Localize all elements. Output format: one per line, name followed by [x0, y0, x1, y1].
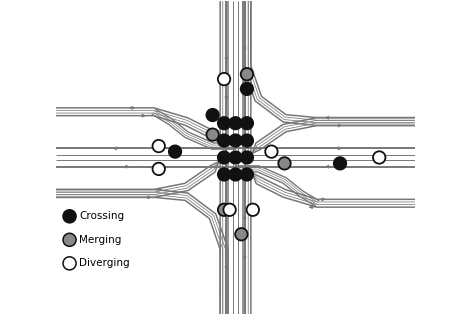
Text: Crossing: Crossing — [79, 211, 124, 221]
Text: Merging: Merging — [79, 235, 122, 245]
Circle shape — [235, 228, 248, 240]
Circle shape — [169, 146, 181, 158]
Circle shape — [229, 117, 242, 129]
Circle shape — [63, 210, 76, 223]
Circle shape — [334, 157, 346, 169]
Circle shape — [373, 151, 385, 164]
Circle shape — [218, 73, 230, 85]
Text: Diverging: Diverging — [79, 258, 130, 268]
Circle shape — [218, 203, 230, 216]
Circle shape — [153, 140, 165, 152]
Circle shape — [218, 117, 230, 129]
Circle shape — [218, 134, 230, 147]
Circle shape — [218, 168, 230, 181]
Circle shape — [241, 151, 253, 164]
Circle shape — [229, 168, 242, 181]
Circle shape — [153, 163, 165, 175]
Circle shape — [278, 157, 291, 169]
Circle shape — [241, 68, 253, 80]
Circle shape — [241, 83, 253, 95]
Circle shape — [241, 117, 253, 129]
Circle shape — [241, 168, 253, 181]
Circle shape — [206, 109, 219, 121]
Circle shape — [229, 151, 242, 164]
Circle shape — [63, 257, 76, 270]
Circle shape — [63, 233, 76, 246]
Circle shape — [241, 134, 253, 147]
Circle shape — [229, 134, 242, 147]
Circle shape — [218, 151, 230, 164]
Circle shape — [265, 146, 277, 158]
Circle shape — [223, 203, 236, 216]
Circle shape — [247, 203, 259, 216]
Circle shape — [206, 129, 219, 141]
